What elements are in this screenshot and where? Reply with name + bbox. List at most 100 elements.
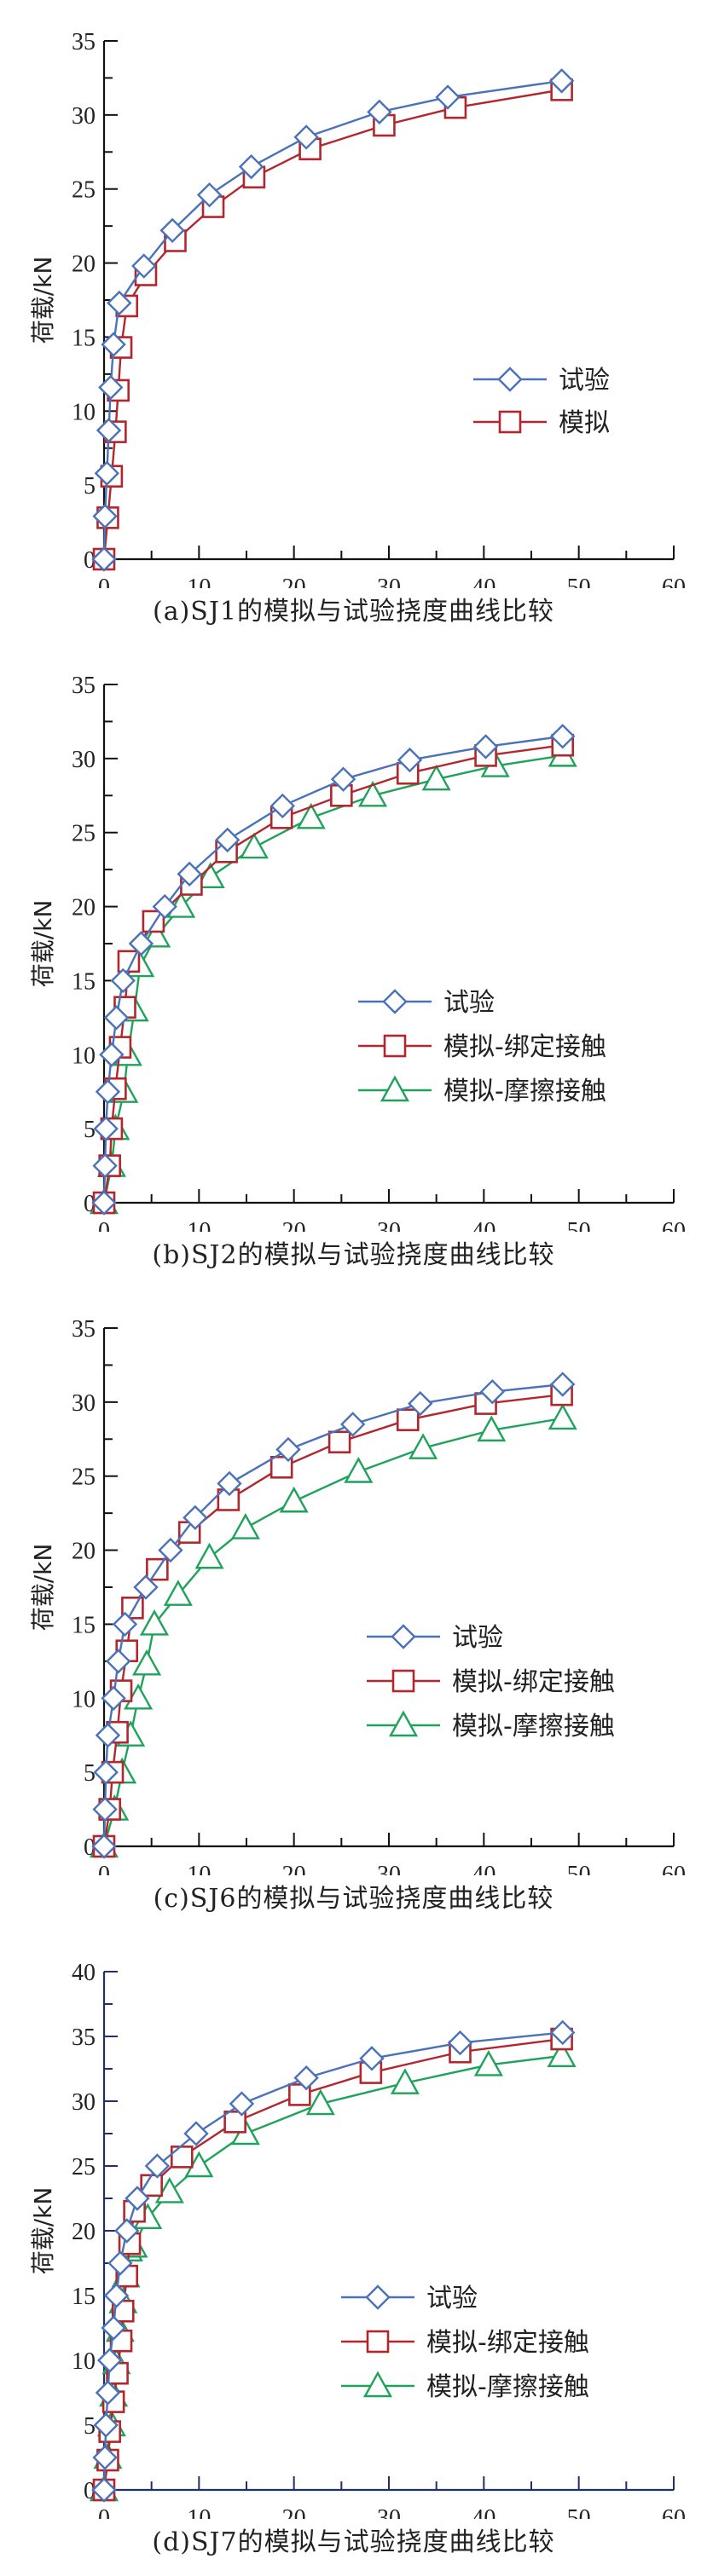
chart-b-series-0-point xyxy=(177,861,202,887)
chart-d-y-tick-label: 10 xyxy=(72,2348,96,2375)
chart-b-legend-marker xyxy=(383,1034,407,1058)
chart-c-x-tick-label: 50 xyxy=(567,1862,591,1875)
chart-b-series-2 xyxy=(89,740,577,1215)
chart-a-caption: (a)SJ1的模拟与试验挠度曲线比较 xyxy=(153,597,554,627)
chart-c-series-1-point xyxy=(327,1430,351,1454)
chart-d-series-0-point xyxy=(101,2315,126,2341)
chart-c-x-tick-label: 10 xyxy=(187,1862,211,1875)
chart-b-svg: 051015202530350102030405060挠度/mm荷载/kN试验模… xyxy=(29,673,686,1232)
chart-c-legend-label: 模拟-绑定接触 xyxy=(452,1667,615,1697)
chart-d-series-0-point xyxy=(183,2121,209,2146)
chart-b-legend-label: 试验 xyxy=(443,988,495,1018)
chart-d-series-0-point xyxy=(229,2091,255,2117)
chart-b-series-0-point xyxy=(472,734,499,760)
chart-d-series-0-point xyxy=(92,2445,118,2470)
chart-panel-a: 051015202530350102030405060挠度/mm荷载/kN试验模… xyxy=(0,0,707,644)
chart-b-series-2-point xyxy=(296,802,326,829)
chart-d-series-0-point xyxy=(550,2019,576,2046)
chart-c-series-1-point xyxy=(146,1557,169,1581)
chart-c-legend-marker xyxy=(388,1710,419,1737)
chart-b-x-tick-label: 30 xyxy=(377,1218,401,1232)
chart-c-series-0-point xyxy=(133,1574,159,1600)
chart-b-series-2-point xyxy=(195,862,225,889)
chart-c-series-0-point xyxy=(158,1537,183,1563)
chart-d-series-0-point xyxy=(447,2030,473,2056)
chart-a-series-0-point xyxy=(293,124,319,150)
chart-b-caption: (b)SJ2的模拟与试验挠度曲线比较 xyxy=(152,1240,555,1270)
chart-c-series-2-point xyxy=(477,1415,507,1442)
chart-a-x-tick-label: 0 xyxy=(98,575,110,588)
chart-a-legend-marker xyxy=(498,410,522,434)
chart-c-y-tick-label: 30 xyxy=(72,1390,96,1417)
chart-d-series-0-point xyxy=(93,2412,119,2438)
chart-d-y-tick-label: 35 xyxy=(72,2024,96,2051)
chart-b-x-tick-label: 50 xyxy=(567,1218,591,1232)
chart-d-series-2-point xyxy=(305,2088,335,2116)
chart-a-series-0-line xyxy=(102,79,562,560)
chart-a-series-1-line xyxy=(102,89,562,560)
chart-b-series-0-point xyxy=(91,1190,117,1216)
chart-c-series-0-point xyxy=(550,1372,576,1397)
chart-a-x-tick-label: 40 xyxy=(472,575,495,588)
chart-a-x-tick-label: 50 xyxy=(567,575,591,588)
chart-a-svg: 051015202530350102030405060挠度/mm荷载/kN试验模… xyxy=(29,29,686,588)
chart-c-series-0-point xyxy=(183,1505,208,1531)
chart-d-series-0-point xyxy=(103,2283,130,2308)
chart-a-series-0-point xyxy=(196,182,223,208)
chart-c-series-0-point xyxy=(275,1436,301,1463)
chart-b-y-axis-title: 荷载/kN xyxy=(29,900,57,988)
chart-c-series-2-point xyxy=(548,1403,577,1430)
chart-c-y-tick-label: 25 xyxy=(72,1464,96,1491)
chart-d-series-1-point xyxy=(170,2146,194,2169)
chart-c-series-2-point xyxy=(409,1433,438,1459)
chart-c-series-2-point xyxy=(163,1580,193,1606)
chart-c-series-2-point xyxy=(194,1542,224,1569)
chart-b-series-0-point xyxy=(128,931,154,956)
chart-c-legend-item-2: 模拟-摩擦接触 xyxy=(367,1710,615,1741)
chart-d-y-tick-label: 40 xyxy=(72,1960,96,1986)
chart-b-y-tick-label: 10 xyxy=(72,1043,96,1069)
chart-b-legend-item-0: 试验 xyxy=(358,988,495,1018)
chart-c-series-0-point xyxy=(93,1759,119,1785)
chart-b-y-tick-label: 35 xyxy=(72,673,96,699)
chart-d-series-0 xyxy=(91,2019,576,2503)
chart-c-series-0-line xyxy=(102,1383,563,1847)
chart-a-series-0-point xyxy=(92,503,118,529)
chart-c-x-tick-label: 20 xyxy=(282,1862,306,1875)
chart-d-series-0-point xyxy=(125,2186,150,2211)
chart-d-legend-item-0: 试验 xyxy=(341,2284,478,2313)
chart-c-y-tick-label: 35 xyxy=(72,1316,96,1343)
chart-b-x-tick-label: 0 xyxy=(98,1218,110,1232)
chart-c-x-tick-label: 60 xyxy=(662,1862,686,1875)
chart-c-x-tick-label: 40 xyxy=(472,1862,495,1875)
chart-c-series-1-line xyxy=(102,1393,562,1847)
chart-a-series-1 xyxy=(92,78,573,571)
chart-a-x-tick-label: 30 xyxy=(377,575,401,588)
chart-d-series-2-point xyxy=(154,2176,184,2203)
chart-c-series-1 xyxy=(92,1383,573,1858)
chart-b-series-0-point xyxy=(103,1005,130,1031)
chart-c-y-tick-label: 20 xyxy=(72,1539,96,1565)
chart-c-caption: (c)SJ6的模拟与试验挠度曲线比较 xyxy=(153,1884,554,1914)
chart-d-series-0-point xyxy=(107,2250,133,2276)
chart-d-legend-label: 模拟-摩擦接触 xyxy=(426,2372,589,2402)
chart-c-series-0 xyxy=(91,1372,576,1859)
chart-d-legend-marker xyxy=(362,2371,393,2398)
chart-d-series-1-line xyxy=(102,2037,562,2491)
chart-a-y-tick-label: 20 xyxy=(72,251,96,278)
chart-c-y-tick-label: 10 xyxy=(72,1686,96,1713)
chart-b-legend-label: 模拟-绑定接触 xyxy=(443,1032,606,1062)
chart-b-series-0-point xyxy=(99,1042,125,1067)
chart-c-series-0-point xyxy=(92,1796,118,1822)
chart-b-series-0-point xyxy=(215,827,240,853)
chart-c-series-2-point xyxy=(279,1486,309,1513)
chart-d-series-0-point xyxy=(114,2218,140,2244)
chart-d-y-tick-label: 20 xyxy=(72,2219,96,2245)
chart-d-series-2 xyxy=(89,2041,577,2502)
chart-a-x-tick-label: 60 xyxy=(662,575,686,588)
chart-d-legend-label: 试验 xyxy=(426,2284,478,2313)
chart-b-series-0 xyxy=(91,724,576,1216)
chart-d-x-tick-label: 60 xyxy=(662,2505,686,2519)
chart-c-series-0-point xyxy=(479,1379,506,1405)
chart-a-legend-marker xyxy=(497,367,523,392)
